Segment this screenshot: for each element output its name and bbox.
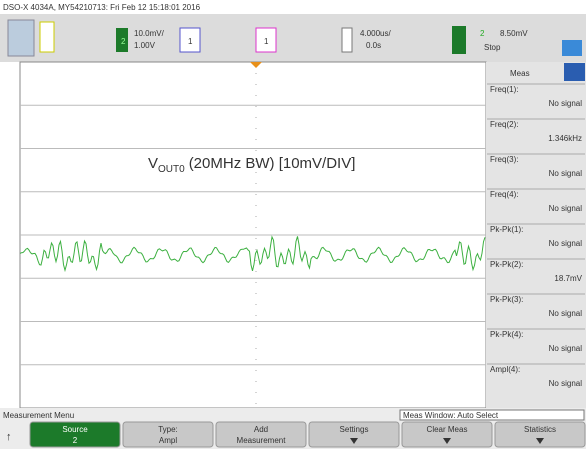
- ch2-box[interactable]: [116, 28, 128, 52]
- status-text: DSO-X 4034A, MY54210713: Fri Feb 12 15:1…: [3, 3, 201, 12]
- ch2-label: 2: [121, 37, 126, 46]
- meas-label: Ampl(4):: [490, 365, 520, 374]
- menu-title: Measurement Menu: [3, 411, 74, 420]
- ch1-box[interactable]: [39, 21, 55, 53]
- acq-mode: Stop: [484, 43, 501, 52]
- ch1-offset: 1.00V: [134, 41, 156, 50]
- waveform: [19, 235, 486, 273]
- ch3-box[interactable]: [179, 27, 201, 53]
- meas-label: Freq(2):: [490, 120, 518, 129]
- meas-label: Freq(3):: [490, 155, 518, 164]
- annotation-prefix: V: [148, 155, 158, 172]
- softkey-value: Ampl: [159, 436, 177, 445]
- softkey-label: Add: [254, 425, 268, 434]
- meas-panel: [486, 62, 586, 408]
- softkey-label: Type:: [158, 425, 178, 434]
- meas-label: Freq(1):: [490, 85, 518, 94]
- meas-icon[interactable]: [564, 63, 585, 81]
- softkey[interactable]: [494, 421, 586, 448]
- status-bar: [0, 0, 586, 14]
- meas-value: No signal: [549, 169, 583, 178]
- meas-value: No signal: [549, 344, 583, 353]
- meas-window: Meas Window: Auto Select: [403, 411, 499, 420]
- ch3-label: 1: [188, 37, 193, 46]
- meas-label: Pk-Pk(4):: [490, 330, 523, 339]
- meas-value: 1.346kHz: [548, 134, 582, 143]
- softkey-label: Statistics: [524, 425, 556, 434]
- menu-arrow[interactable]: ↑: [6, 431, 12, 443]
- meas-label: Pk-Pk(1):: [490, 225, 523, 234]
- meas-value: No signal: [549, 204, 583, 213]
- meas-value: No signal: [549, 239, 583, 248]
- meas-value: No signal: [549, 379, 583, 388]
- meas-value: No signal: [549, 99, 583, 108]
- softkey-value: Measurement: [237, 436, 287, 445]
- softkey-arrow: [350, 438, 358, 444]
- softkey-label: Settings: [340, 425, 369, 434]
- channel-bar: [0, 14, 586, 62]
- trigger-marker: [250, 62, 262, 68]
- trigger-level: 8.50mV: [500, 29, 528, 38]
- ch4-box[interactable]: [255, 27, 277, 53]
- trigger-ch: 2: [480, 29, 485, 38]
- trigger-box[interactable]: [452, 26, 466, 54]
- softkey-value: 2: [73, 436, 78, 445]
- meas-window-box: [399, 409, 585, 421]
- softkey-arrow: [443, 438, 451, 444]
- ch4-label: 1: [264, 37, 269, 46]
- annotation-subscript: OUT0: [158, 164, 185, 175]
- softkey[interactable]: [122, 421, 214, 448]
- ch1-scale: 10.0mV/: [134, 29, 165, 38]
- softkey-label: Source: [62, 425, 88, 434]
- softkey-arrow: [536, 438, 544, 444]
- meas-label: Pk-Pk(2):: [490, 260, 523, 269]
- timebase: 4.000us/: [360, 29, 391, 38]
- meas-value: 18.7mV: [554, 274, 582, 283]
- meas-label: Pk-Pk(3):: [490, 295, 523, 304]
- softkey[interactable]: [215, 421, 307, 448]
- softkey[interactable]: [308, 421, 400, 448]
- meas-value: No signal: [549, 309, 583, 318]
- run-icon[interactable]: [7, 19, 35, 57]
- softkey[interactable]: [29, 421, 121, 448]
- annotation-suffix: (20MHz BW) [10mV/DIV]: [189, 155, 356, 172]
- delay: 0.0s: [366, 41, 381, 50]
- softkey-label: Clear Meas: [427, 425, 468, 434]
- meas-title: Meas: [510, 69, 530, 78]
- softkey[interactable]: [401, 421, 493, 448]
- meas-label: Freq(4):: [490, 190, 518, 199]
- annotation: VOUT0 (20MHz BW) [10mV/DIV]: [148, 155, 355, 175]
- time-box[interactable]: [341, 27, 353, 53]
- wave-icon[interactable]: [562, 40, 582, 56]
